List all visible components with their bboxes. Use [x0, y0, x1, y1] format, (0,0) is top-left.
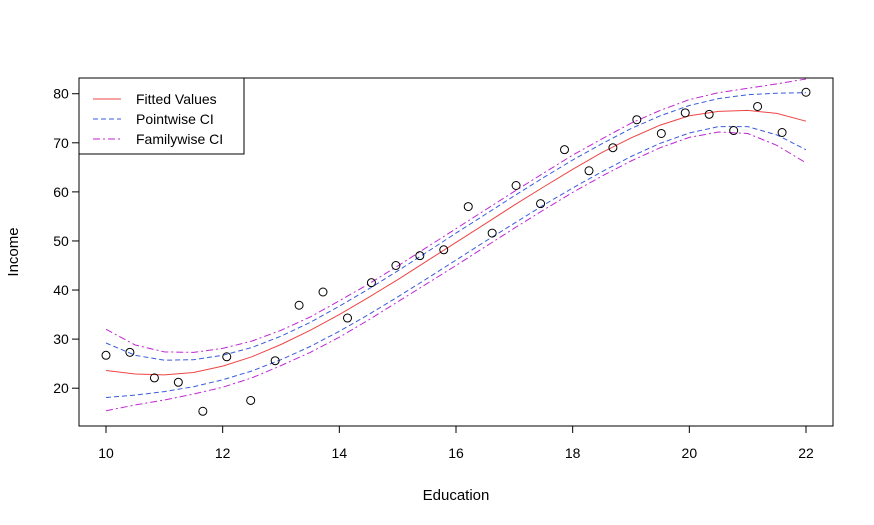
- y-tick-label: 60: [53, 184, 69, 200]
- legend-label-pointwise-ci: Pointwise CI: [136, 111, 214, 127]
- data-point: [801, 87, 811, 97]
- x-tick-label: 10: [98, 445, 114, 461]
- legend-label-familywise-ci: Familywise CI: [136, 131, 223, 147]
- data-point: [536, 199, 546, 209]
- y-tick-label: 70: [53, 135, 69, 151]
- data-point: [729, 126, 739, 136]
- data-point: [511, 180, 521, 190]
- x-axis-title: Education: [423, 487, 490, 504]
- x-tick-label: 16: [448, 445, 464, 461]
- x-tick-label: 18: [565, 445, 581, 461]
- data-point: [632, 115, 642, 125]
- data-point: [343, 313, 352, 323]
- y-axis-title: Income: [5, 227, 22, 276]
- data-point: [439, 245, 449, 255]
- data-point: [777, 127, 787, 137]
- data-point: [680, 108, 690, 118]
- data-point: [463, 202, 473, 212]
- data-point: [318, 287, 328, 297]
- data-point: [246, 395, 256, 405]
- x-tick-label: 12: [215, 445, 231, 461]
- data-point: [366, 278, 376, 288]
- y-tick-label: 20: [53, 380, 69, 396]
- data-point: [584, 166, 594, 176]
- familywise-ci-lower-line: [105, 131, 807, 412]
- y-tick-label: 30: [53, 331, 69, 347]
- data-point: [222, 352, 232, 362]
- data-point: [149, 373, 159, 383]
- x-tick-label: 20: [682, 445, 698, 461]
- data-point: [391, 260, 401, 270]
- legend-label-fitted-values: Fitted Values: [136, 91, 217, 107]
- x-axis: 10 12 14 16 18 20 22: [98, 425, 814, 461]
- legend: Fitted Values Pointwise CI Familywise CI: [78, 77, 245, 155]
- data-point: [101, 350, 111, 360]
- y-axis: 20 30 40 50 60 70 80: [53, 86, 80, 396]
- data-point: [294, 300, 304, 310]
- x-tick-label: 14: [332, 445, 348, 461]
- y-tick-label: 40: [53, 282, 69, 298]
- x-tick-label: 22: [798, 445, 814, 461]
- familywise-ci-upper-line: [105, 78, 807, 353]
- plot-area: [101, 78, 811, 416]
- data-point: [704, 109, 714, 119]
- data-point: [415, 251, 425, 261]
- y-tick-label: 50: [53, 233, 69, 249]
- data-point: [173, 377, 183, 387]
- series-lines: [105, 78, 807, 412]
- legend-box: [78, 77, 245, 155]
- data-point: [560, 145, 569, 155]
- data-point: [125, 347, 135, 357]
- data-point: [753, 101, 763, 111]
- data-point: [656, 128, 666, 138]
- data-point: [198, 406, 208, 416]
- data-point: [270, 356, 280, 366]
- fitted-values-line: [105, 109, 807, 376]
- data-point: [608, 143, 618, 153]
- pointwise-ci-upper-line: [105, 92, 807, 361]
- data-points: [101, 87, 811, 416]
- y-tick-label: 80: [53, 86, 69, 102]
- data-point: [487, 228, 497, 238]
